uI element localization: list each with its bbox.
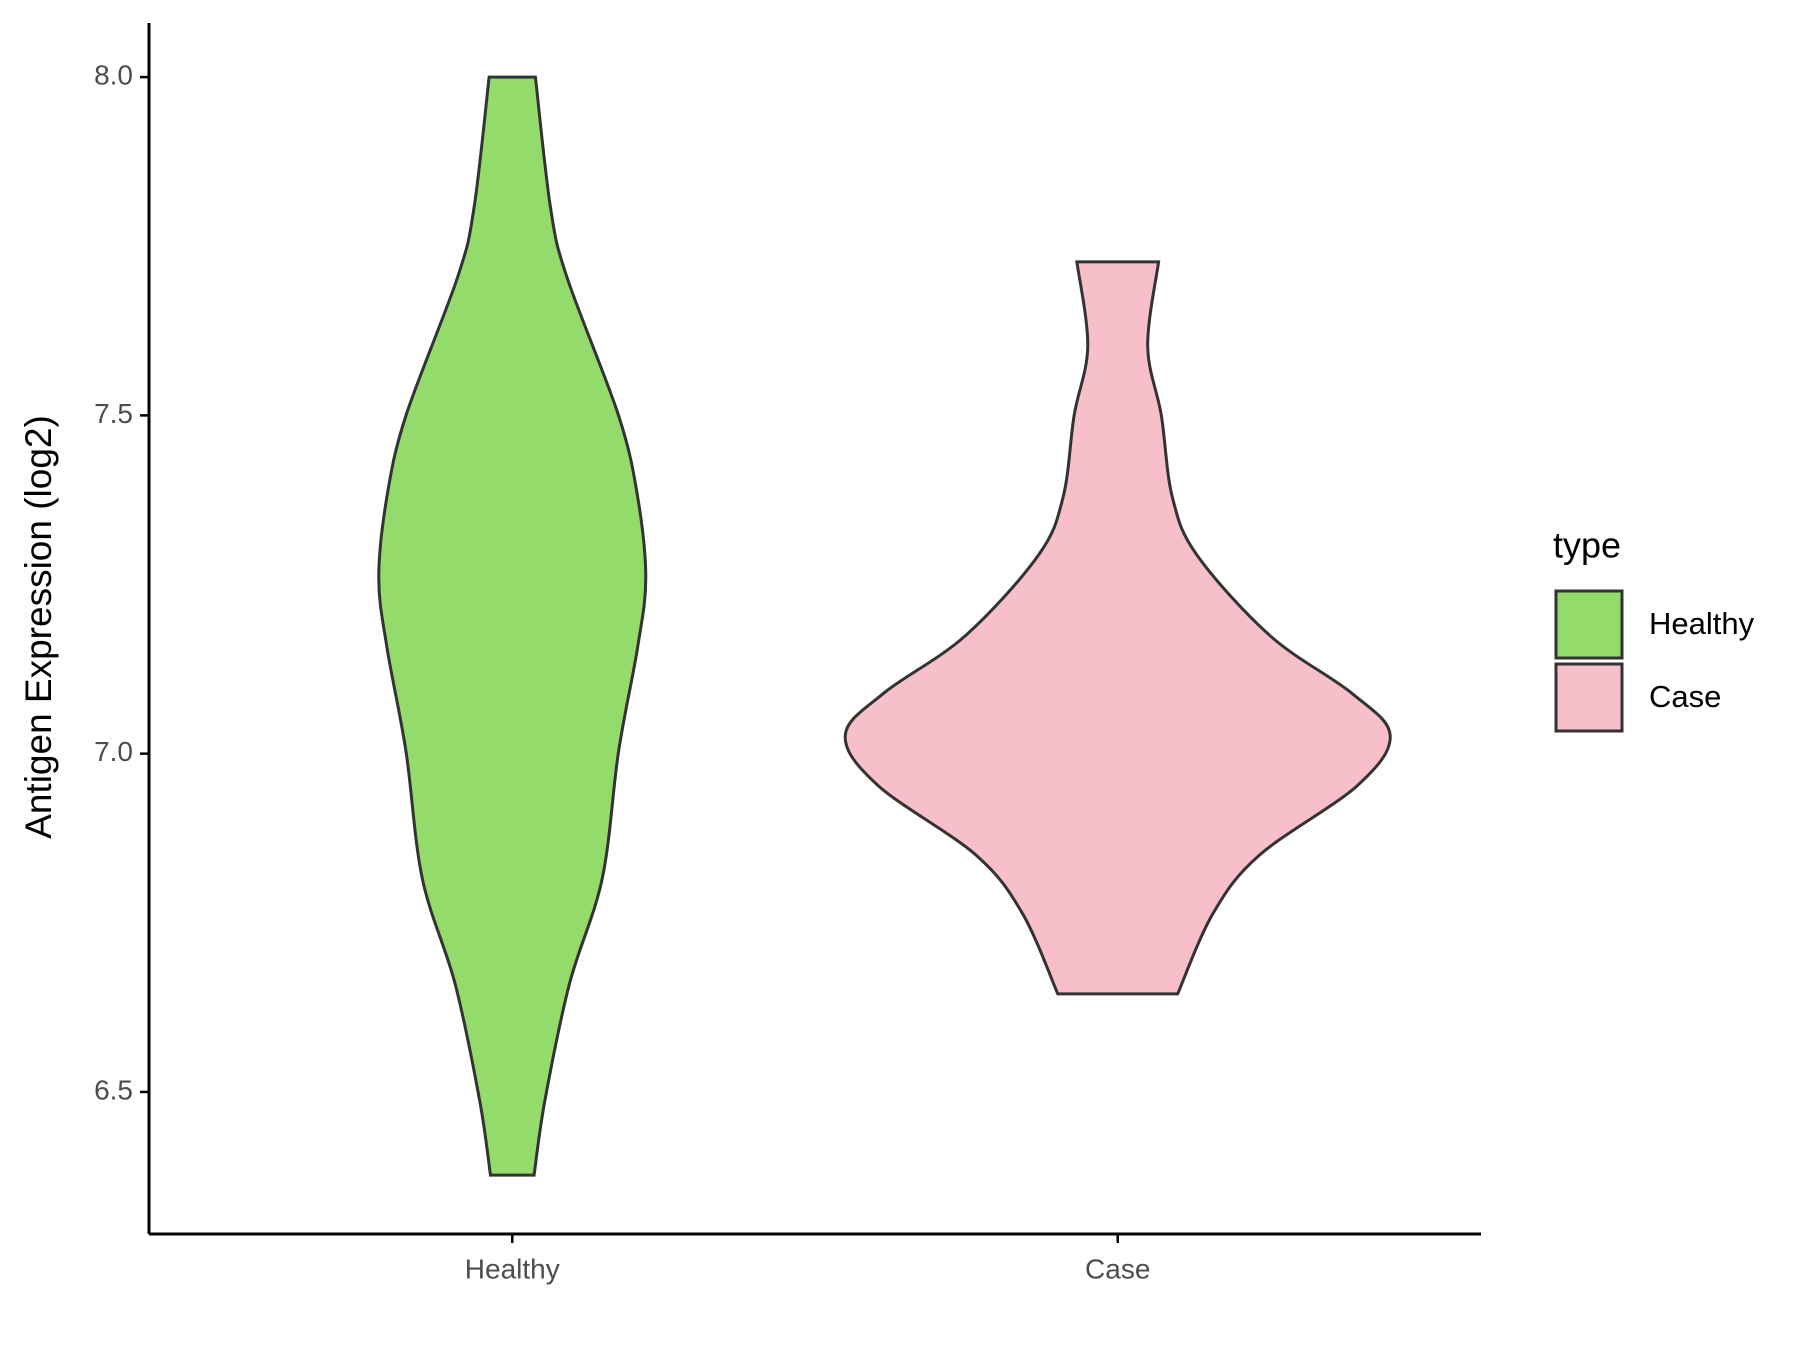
- legend-key: [1554, 662, 1624, 733]
- x-tick-label: Healthy: [465, 1253, 560, 1284]
- legend-title: type: [1553, 525, 1621, 566]
- y-axis-label: Antigen Expression (log2): [18, 415, 59, 839]
- y-tick-label: 7.0: [94, 736, 133, 767]
- x-tick-label: Case: [1085, 1253, 1150, 1284]
- y-tick-label: 8.0: [94, 60, 133, 91]
- violin: [377, 75, 648, 1177]
- y-tick-label: 6.5: [94, 1074, 133, 1105]
- legend-label: Case: [1649, 679, 1721, 714]
- legend-key: [1554, 589, 1624, 660]
- legend-label: Healthy: [1649, 606, 1755, 641]
- violin: [843, 260, 1392, 996]
- y-tick-label: 7.5: [94, 398, 133, 429]
